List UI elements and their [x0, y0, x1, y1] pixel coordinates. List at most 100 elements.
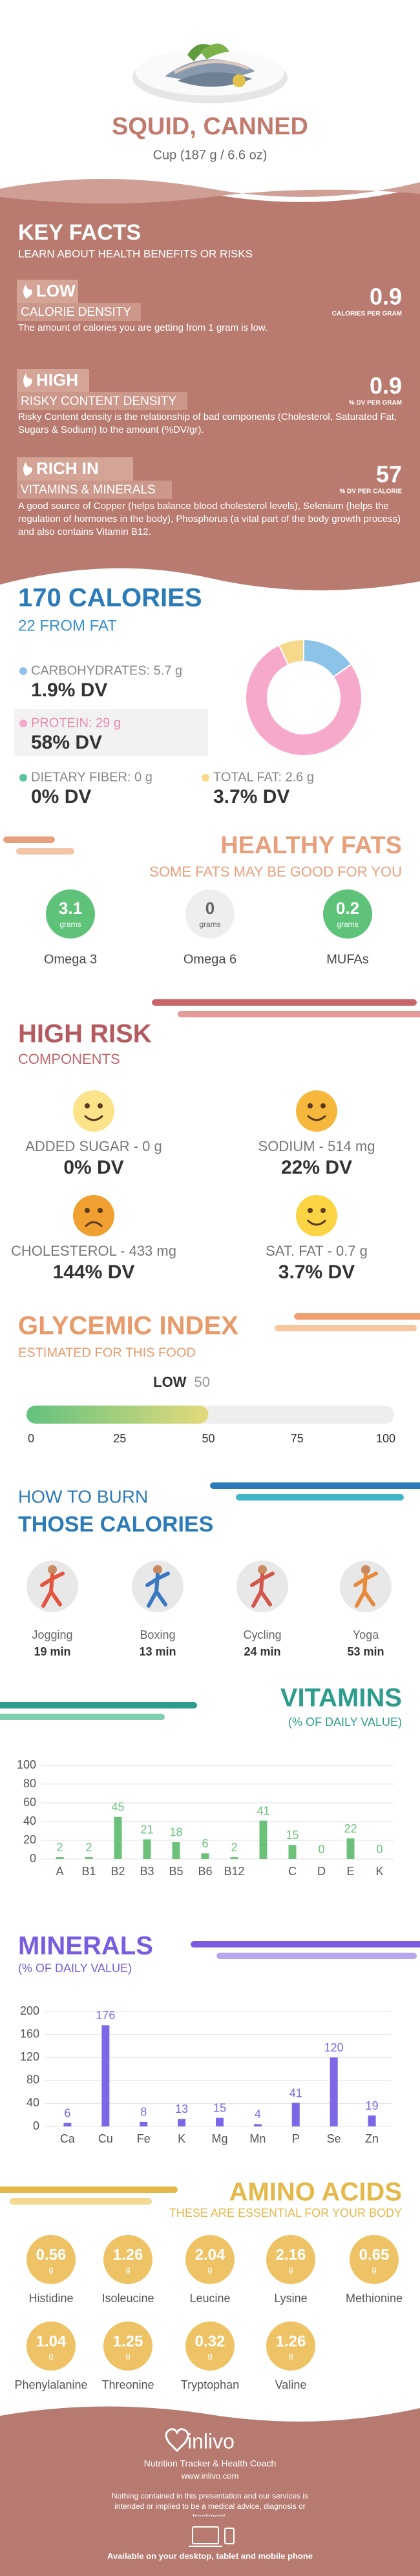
amino-value: 1.25	[113, 2332, 143, 2350]
name-box	[17, 481, 172, 499]
nutrient-label: DIETARY FIBER: 0 g	[31, 770, 152, 784]
amino-name: Histidine	[28, 2292, 73, 2305]
amino-name: Valine	[275, 2378, 307, 2391]
bar	[288, 1845, 297, 1859]
amino-circle	[266, 2235, 315, 2284]
x-tick-label: B2	[110, 1865, 125, 1878]
x-tick-label: B3	[140, 1865, 154, 1878]
amino-name: Methionine	[346, 2292, 403, 2305]
fat-value: 0	[205, 898, 215, 918]
amino-circle	[26, 2235, 76, 2284]
activity-time: 53 min	[347, 1645, 384, 1658]
value-label: 2	[231, 1841, 237, 1854]
fact-unit: CALORIES PER GRAM	[332, 311, 402, 318]
gauge-tick-label: 75	[291, 1432, 304, 1445]
description: Risky Content density is the relationshi…	[18, 411, 397, 435]
section-title: GLYCEMIC INDEX	[18, 1312, 238, 1340]
x-tick-label: K	[375, 1865, 383, 1878]
devices-icon	[189, 2526, 235, 2547]
emoji-eye	[85, 1103, 90, 1108]
risk-label: SODIUM - 514 mg	[258, 1138, 375, 1154]
y-tick-label: 80	[26, 2073, 39, 2086]
y-tick-label: 60	[23, 1796, 36, 1809]
y-tick-label: 120	[20, 2050, 39, 2063]
fat-circle	[323, 889, 372, 939]
amino-unit: g	[372, 2264, 376, 2274]
y-tick-label: 0	[30, 1852, 36, 1865]
activity-time: 19 min	[34, 1645, 70, 1658]
gauge-tick-label: 100	[376, 1432, 395, 1445]
bar	[63, 2123, 72, 2126]
amino-unit: g	[207, 2264, 212, 2274]
bar	[143, 1839, 151, 1859]
x-tick-label: P	[292, 2132, 300, 2145]
gauge-tick-label: 25	[113, 1432, 126, 1445]
fact-level: RICH IN	[36, 459, 99, 478]
fact-name: CALORIE DENSITY	[21, 306, 131, 319]
value-label: 15	[286, 1829, 299, 1842]
bar	[172, 1842, 180, 1859]
x-tick-label: B1	[81, 1865, 96, 1878]
x-tick-label: B5	[169, 1865, 183, 1878]
emoji-eye	[98, 1208, 103, 1213]
y-tick-label: 80	[23, 1777, 36, 1790]
fat-value: 3.1	[59, 898, 82, 918]
value-label: 41	[289, 2086, 302, 2099]
gauge-value: 50	[194, 1374, 210, 1390]
section-title: HIGH RISK	[18, 1020, 152, 1048]
subtitle: Cup (187 g / 6.6 oz)	[153, 148, 268, 162]
amino-unit: g	[48, 2351, 53, 2360]
y-tick-label: 200	[20, 2004, 39, 2017]
value-label: 6	[202, 1837, 208, 1850]
value-label: 4	[255, 2108, 261, 2121]
disclaimer: Nothing contained in this presentation a…	[111, 2491, 309, 2517]
activity-icon-head	[361, 1565, 370, 1574]
emoji-eye	[98, 1103, 103, 1108]
fact-level: LOW	[36, 281, 76, 300]
activity-icon-head	[48, 1565, 57, 1574]
amino-unit: g	[48, 2264, 53, 2274]
emoji-mouth	[307, 1115, 326, 1121]
nutrient-dv: 0% DV	[31, 786, 91, 807]
fat-name: MUFAs	[326, 952, 369, 966]
x-tick-label: Se	[327, 2132, 341, 2145]
fat-unit: grams	[199, 920, 220, 929]
url: www.inlivo.com	[181, 2471, 239, 2480]
icon	[23, 373, 32, 388]
name-box	[17, 392, 187, 410]
tagline: Nutrition Tracker & Health Coach	[144, 2458, 277, 2469]
activity-name: Jogging	[32, 1628, 72, 1641]
gauge-tick-label: 0	[28, 1432, 34, 1445]
nutrient-dv: 58% DV	[31, 732, 102, 753]
activity-icon-head	[153, 1565, 162, 1574]
logo-icon	[165, 2428, 189, 2453]
bar	[368, 2115, 376, 2126]
y-tick-label: 40	[23, 1814, 36, 1827]
section-title: 170 CALORIES	[18, 584, 202, 612]
nutrient-label: CARBOHYDRATES: 5.7 g	[31, 663, 182, 678]
amino-circle	[103, 2322, 152, 2371]
amino-value: 2.04	[195, 2246, 226, 2263]
emoji-eye	[308, 1208, 313, 1213]
value-label: 21	[140, 1823, 153, 1836]
activity-icon-body	[145, 1572, 170, 1608]
amino-value: 0.56	[36, 2246, 67, 2263]
x-tick-label: Zn	[365, 2132, 379, 2145]
description-box: A good source of Copper (helps balance b…	[18, 501, 401, 537]
amino-name: Leucine	[189, 2292, 230, 2305]
x-tick-label: Mg	[211, 2132, 227, 2145]
emoji	[73, 1195, 114, 1236]
amino-name: Phenylalanine	[14, 2378, 87, 2391]
risk-dv: 0% DV	[63, 1157, 123, 1178]
risk-label: SAT. FAT - 0.7 g	[266, 1243, 368, 1259]
decor-stripes	[0, 836, 420, 2205]
x-tick-label: B6	[198, 1865, 212, 1878]
fact-unit: % DV PER CALORIE	[339, 488, 402, 495]
value-label: 0	[376, 1843, 383, 1856]
icon	[23, 284, 32, 298]
fact-level: HIGH	[36, 370, 78, 390]
activity-time: 24 min	[244, 1645, 280, 1658]
donut-slice	[244, 644, 362, 757]
section-title: MINERALS	[18, 1932, 153, 1960]
